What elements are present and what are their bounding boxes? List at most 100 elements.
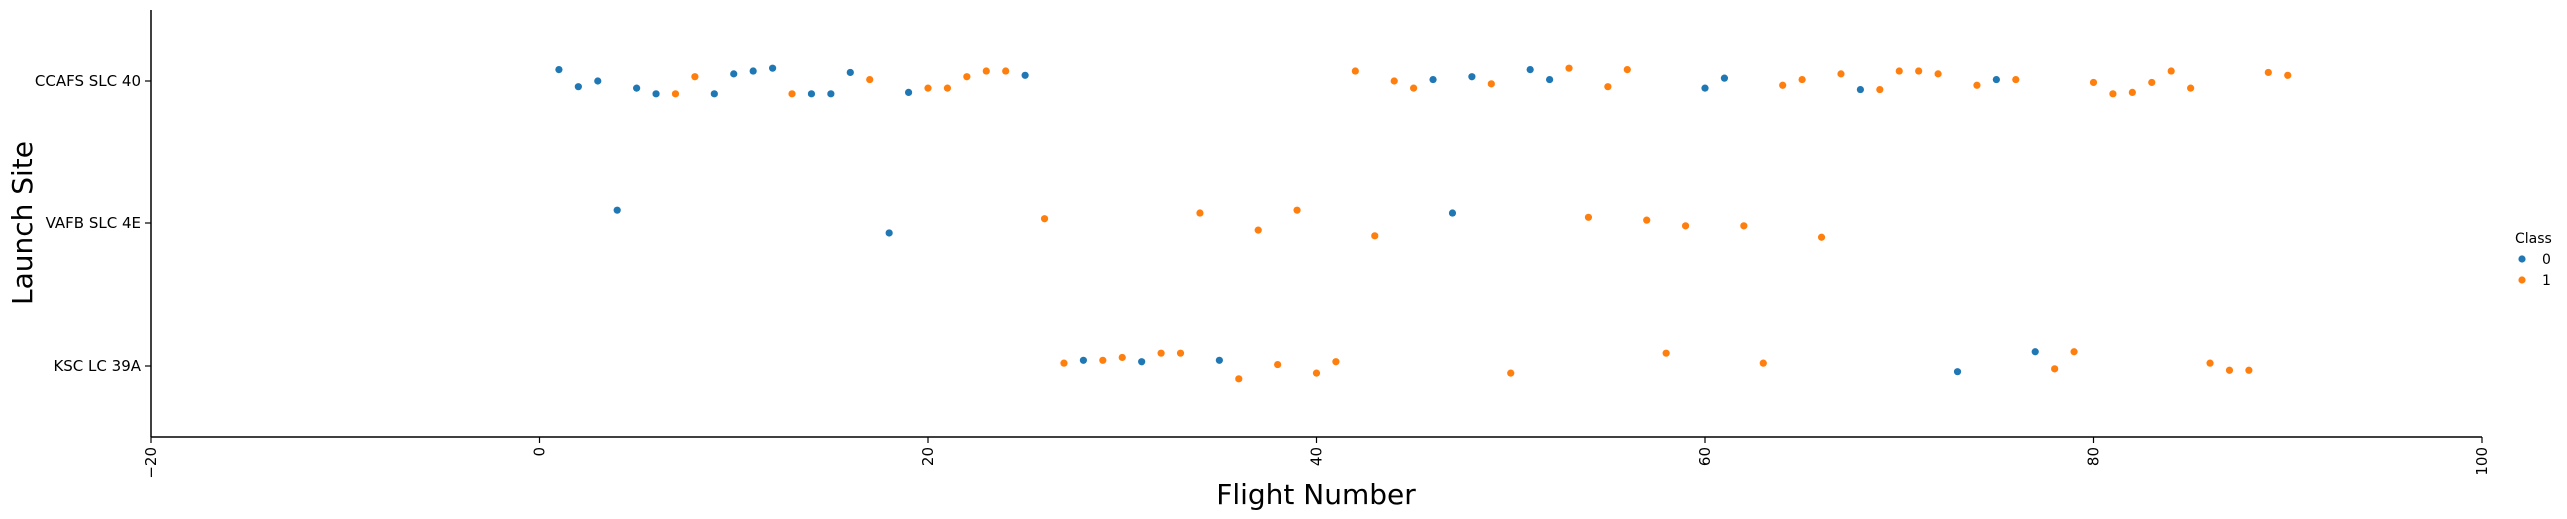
data-point-class-1 [1176,349,1185,357]
data-point-class-1 [788,90,796,98]
data-point-class-1 [1759,359,1767,367]
data-point-class-0 [613,206,621,214]
data-point-class-0 [710,90,718,98]
data-point-class-1 [2284,71,2292,79]
data-point-class-1 [1157,349,1165,357]
data-point-class-0 [1215,356,1223,364]
data-point-class-0 [1021,71,1029,79]
data-point-class-0 [730,70,738,78]
data-point-class-1 [1584,213,1593,221]
data-point-class-0 [885,229,893,237]
data-point-class-1 [1604,83,1612,91]
legend-title: Class [2515,231,2552,247]
legend-marker-class-1 [2518,276,2526,284]
data-point-class-0 [807,90,816,98]
data-point-class-1 [2012,75,2020,84]
data-point-class-1 [2167,67,2175,75]
data-point-class-0 [1526,66,1534,74]
data-point-class-1 [924,84,932,92]
data-point-class-1 [2051,365,2059,373]
data-point-class-0 [1138,358,1146,366]
x-tick-label: −20 [142,447,160,479]
data-point-class-1 [963,73,971,81]
data-point-class-1 [1002,67,1010,75]
y-tick-label: VAFB SLC 4E [46,214,141,232]
data-point-class-1 [1254,226,1262,234]
data-point-class-1 [1196,209,1204,217]
data-point-class-0 [904,88,913,96]
data-point-class-0 [1720,74,1729,82]
data-point-class-1 [1410,84,1418,92]
y-tick-label: CCAFS SLC 40 [35,72,141,90]
x-tick-label: 60 [1696,447,1714,466]
data-point-class-1 [1662,349,1670,357]
data-point-class-1 [1099,356,1107,364]
data-point-class-0 [1429,75,1437,84]
data-point-class-1 [1351,67,1359,75]
data-point-class-1 [1274,360,1282,369]
data-point-class-0 [594,77,602,85]
data-point-class-1 [2187,84,2195,92]
data-point-class-1 [943,84,952,92]
data-point-class-1 [1293,206,1301,214]
data-point-class-1 [1681,222,1690,230]
data-point-class-1 [2264,68,2272,77]
data-point-class-1 [1876,85,1884,94]
data-point-class-1 [2070,348,2078,356]
data-point-class-1 [1740,222,1748,230]
data-point-class-1 [2225,366,2234,374]
data-point-class-0 [1953,368,1962,376]
data-point-class-1 [2148,78,2156,87]
data-point-class-0 [1546,75,1554,84]
data-point-class-0 [1468,73,1476,81]
data-point-class-0 [574,83,582,91]
data-point-class-0 [633,84,641,92]
data-point-class-1 [1837,70,1845,78]
x-tick-label: 80 [2085,447,2103,466]
y-axis-label: Launch Site [6,141,39,305]
legend: Class 0 1 [2515,231,2552,289]
data-point-class-0 [827,90,835,98]
data-point-class-1 [1798,75,1806,84]
data-point-class-1 [1779,81,1787,89]
data-point-class-1 [2245,366,2253,374]
x-axis-label: Flight Number [1216,478,1416,511]
data-point-class-1 [1623,66,1631,74]
data-point-class-1 [671,90,680,98]
data-point-class-1 [1371,232,1379,240]
x-axis-ticks: −20 0 20 40 60 80 100 [142,437,2491,479]
legend-marker-class-0 [2518,255,2526,263]
x-tick-label: 0 [531,447,549,457]
data-point-class-1 [1312,369,1321,377]
data-point-class-1 [1895,67,1903,75]
data-point-class-1 [1487,80,1495,88]
data-point-class-1 [1390,77,1398,85]
data-point-class-1 [1507,369,1515,377]
data-point-class-1 [1332,358,1340,366]
data-point-class-0 [1448,209,1457,217]
x-tick-label: 40 [1308,447,1326,466]
data-point-class-1 [1040,215,1049,223]
data-point-class-1 [1565,64,1573,72]
data-point-class-1 [2128,88,2136,96]
data-point-class-1 [1973,81,1981,89]
data-point-class-1 [691,73,699,81]
data-point-class-1 [2089,78,2098,87]
data-point-class-0 [555,66,563,74]
legend-label-class-0: 0 [2542,252,2551,268]
data-point-class-1 [1060,359,1068,367]
data-point-class-1 [866,75,874,84]
y-axis-ticks: CCAFS SLC 40 VAFB SLC 4E KSC LC 39A [35,72,151,375]
legend-label-class-1: 1 [2542,273,2551,289]
data-point-class-0 [2031,348,2039,356]
x-tick-label: 100 [2473,447,2491,476]
data-point-class-1 [1643,216,1651,224]
data-point-class-0 [1856,85,1864,94]
data-point-class-1 [1118,353,1126,362]
data-point-class-0 [1079,356,1087,364]
data-point-class-1 [2109,90,2117,98]
y-tick-label: KSC LC 39A [53,357,141,375]
data-points [555,64,2292,383]
data-point-class-1 [1915,67,1923,75]
